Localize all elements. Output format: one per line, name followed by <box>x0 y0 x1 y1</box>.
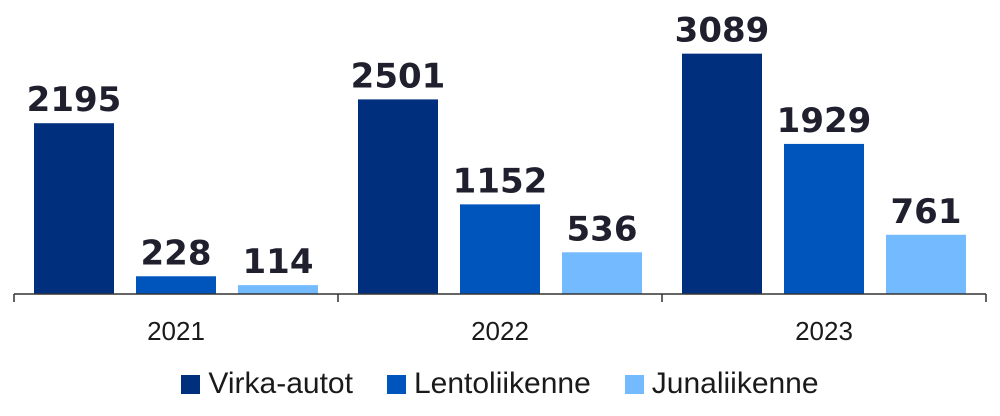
legend-swatch-lentoliikenne <box>386 374 406 394</box>
data-label-virka-autot-2022: 2501 <box>351 56 446 96</box>
data-label-virka-autot-2023: 3089 <box>675 11 770 51</box>
legend-label-junaliikenne: Junaliikenne <box>651 367 819 400</box>
bars-layer <box>34 53 966 295</box>
legend-label-lentoliikenne: Lentoliikenne <box>413 367 591 400</box>
x-tick-label-2023: 2023 <box>795 316 853 346</box>
bar-junaliikenne-2023 <box>886 234 966 294</box>
legend-label-virka-autot: Virka-autot <box>208 367 353 400</box>
legend-item-virka-autot: Virka-autot <box>181 367 353 401</box>
legend-swatch-junaliikenne <box>624 374 644 394</box>
bar-virka-autot-2023 <box>682 53 762 295</box>
legend-item-lentoliikenne: Lentoliikenne <box>386 367 591 401</box>
bar-lentoliikenne-2023 <box>784 143 864 294</box>
data-label-lentoliikenne-2023: 1929 <box>777 101 872 141</box>
data-label-lentoliikenne-2022: 1152 <box>453 161 548 201</box>
legend: Virka-autot Lentoliikenne Junaliikenne <box>0 362 1000 406</box>
x-axis: 2021 2022 2023 <box>13 293 987 346</box>
data-label-junaliikenne-2021: 114 <box>243 242 314 282</box>
x-tick-label-2021: 2021 <box>147 316 205 346</box>
legend-item-junaliikenne: Junaliikenne <box>624 367 819 401</box>
bar-virka-autot-2022 <box>358 99 438 294</box>
data-label-lentoliikenne-2021: 228 <box>141 233 212 273</box>
legend-swatch-virka-autot <box>181 374 201 394</box>
bar-lentoliikenne-2021 <box>136 276 216 294</box>
data-label-junaliikenne-2022: 536 <box>567 209 638 249</box>
data-labels-layer: 2195 228 114 2501 1152 536 3089 1929 761 <box>27 11 962 282</box>
bar-virka-autot-2021 <box>34 123 114 294</box>
data-label-junaliikenne-2023: 761 <box>891 192 962 232</box>
bar-junaliikenne-2022 <box>562 252 642 294</box>
bar-junaliikenne-2021 <box>238 285 318 294</box>
data-label-virka-autot-2021: 2195 <box>27 80 122 120</box>
x-tick-label-2022: 2022 <box>471 316 529 346</box>
bar-lentoliikenne-2022 <box>460 204 540 294</box>
